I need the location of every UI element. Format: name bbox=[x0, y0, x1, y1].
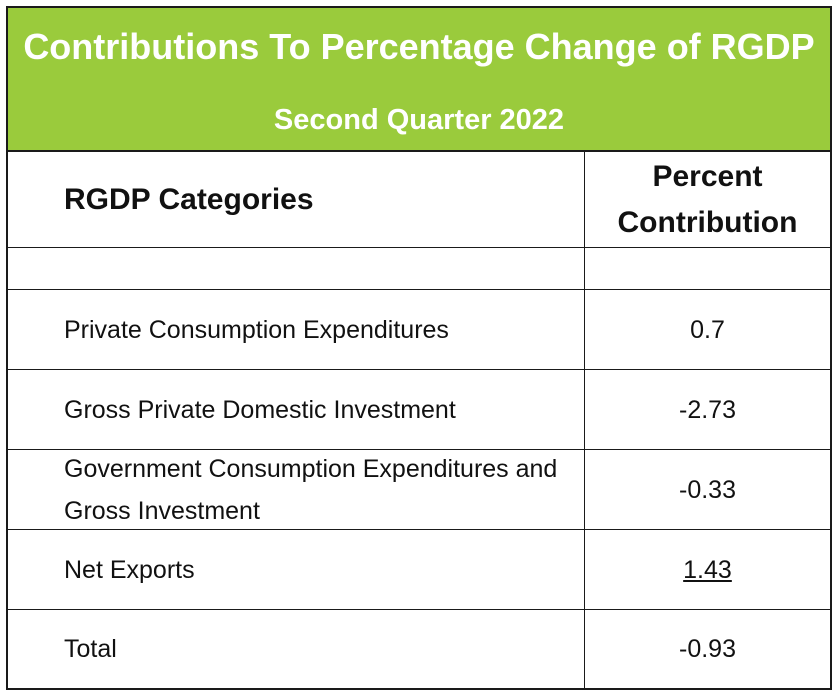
page-subtitle: Second Quarter 2022 bbox=[273, 104, 565, 136]
category-total: Total bbox=[64, 635, 117, 663]
table-row: Gross Private Domestic Investment -2.73 bbox=[8, 370, 830, 450]
value-private-consumption: 0.7 bbox=[690, 315, 725, 344]
blank-cell bbox=[64, 248, 574, 289]
category-net-exports: Net Exports bbox=[64, 555, 195, 584]
header-percent-contribution: Percent Contribution bbox=[617, 159, 798, 239]
table-row: Total -0.93 bbox=[8, 610, 830, 688]
header-category: RGDP Categories bbox=[64, 182, 314, 216]
table-row-blank bbox=[8, 248, 830, 290]
value-total: -0.93 bbox=[679, 635, 736, 663]
value-net-exports: 1.43 bbox=[683, 555, 732, 584]
category-gross-private-investment: Gross Private Domestic Investment bbox=[64, 395, 456, 424]
table-row: Net Exports 1.43 bbox=[8, 530, 830, 610]
page-title: Contributions To Percentage Change of RG… bbox=[23, 26, 815, 67]
title-banner: Contributions To Percentage Change of RG… bbox=[8, 8, 830, 152]
table-row: Private Consumption Expenditures 0.7 bbox=[8, 290, 830, 370]
category-government-consumption: Government Consumption Expenditures and … bbox=[64, 454, 558, 525]
table-row: Government Consumption Expenditures and … bbox=[8, 450, 830, 530]
table-header-row: RGDP Categories Percent Contribution bbox=[8, 152, 830, 248]
blank-cell bbox=[585, 248, 830, 289]
category-private-consumption: Private Consumption Expenditures bbox=[64, 315, 449, 344]
value-gross-private-investment: -2.73 bbox=[679, 395, 736, 424]
contributions-table-frame: Contributions To Percentage Change of RG… bbox=[6, 6, 832, 690]
column-divider bbox=[584, 152, 585, 688]
value-government-consumption: -0.33 bbox=[679, 475, 736, 504]
